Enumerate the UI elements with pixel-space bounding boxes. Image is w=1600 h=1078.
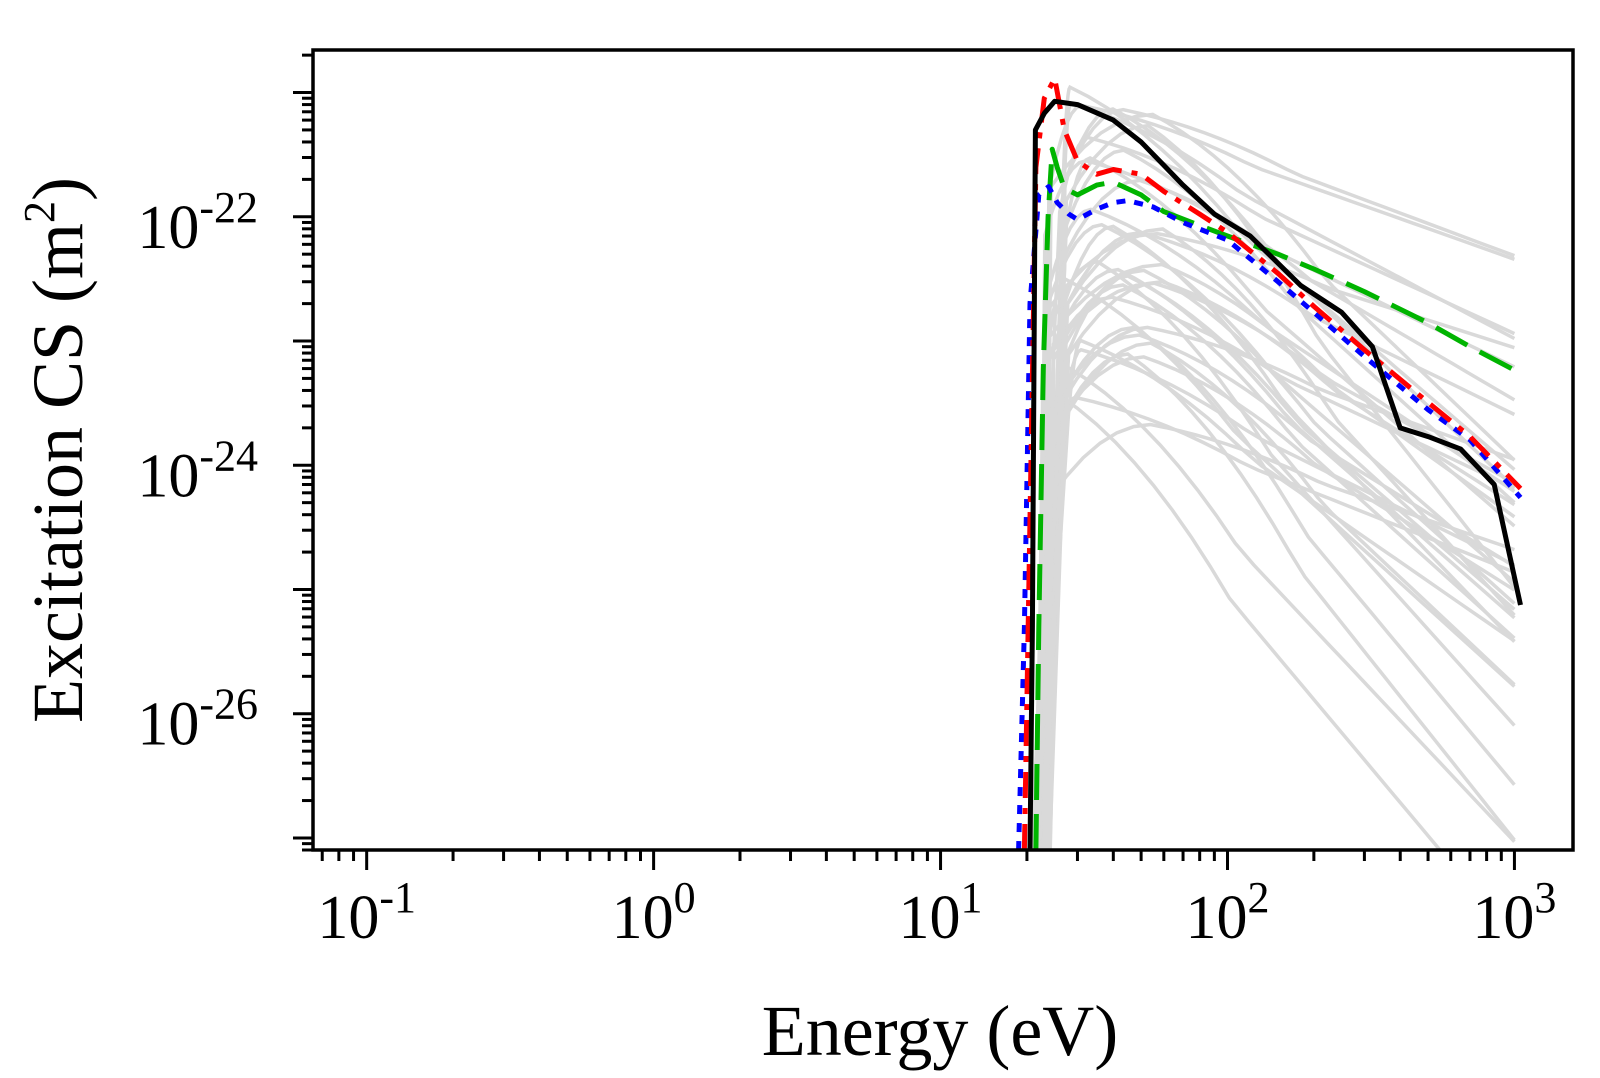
background-curve bbox=[1041, 268, 1516, 850]
y-axis-ticks bbox=[293, 53, 313, 852]
y-axis-title-sup: 2 bbox=[15, 201, 64, 223]
background-curve bbox=[1041, 84, 1516, 850]
x-axis-tick-labels: 10-1 100 101 102 103 bbox=[317, 873, 1556, 952]
background-curve bbox=[1041, 274, 1516, 850]
background-curve bbox=[1030, 135, 1516, 850]
background-curve bbox=[1043, 103, 1515, 850]
background-curve bbox=[1047, 267, 1516, 850]
background-curve bbox=[1039, 123, 1516, 850]
x-axis-ticks bbox=[320, 850, 1516, 870]
x-axis-title: Energy (eV) bbox=[762, 991, 1119, 1071]
background-curve bbox=[1038, 148, 1516, 850]
background-curve bbox=[1034, 112, 1516, 850]
background-curve bbox=[1035, 224, 1516, 850]
background-curve bbox=[1043, 230, 1516, 850]
series-green-dashed bbox=[1033, 146, 1522, 850]
series-red-dashdot bbox=[1021, 75, 1523, 850]
y-axis-tick-labels: 10-22 10-24 10-26 bbox=[137, 183, 258, 759]
background-curve bbox=[1047, 341, 1516, 850]
plot-frame bbox=[311, 48, 1575, 852]
background-curve bbox=[1038, 338, 1516, 850]
background-curves bbox=[1030, 84, 1516, 850]
highlighted-series bbox=[1016, 75, 1523, 850]
background-curve bbox=[1043, 222, 1516, 850]
y-axis-title-close: ) bbox=[18, 177, 98, 201]
background-curve bbox=[1044, 333, 1516, 850]
x-tick-label: 101 bbox=[899, 873, 983, 952]
series-black-solid bbox=[1027, 98, 1523, 850]
background-curve bbox=[1040, 156, 1516, 850]
x-tick-label: 100 bbox=[612, 873, 696, 952]
y-axis-title: Excitation CS (m2) bbox=[15, 177, 98, 723]
x-tick-label: 102 bbox=[1185, 873, 1269, 952]
y-tick-label: 10-26 bbox=[137, 680, 258, 759]
y-tick-label: 10-22 bbox=[137, 183, 258, 262]
series-blue-dotted bbox=[1016, 184, 1523, 850]
y-axis-title-text: Excitation CS (m bbox=[18, 223, 98, 723]
x-tick-label: 103 bbox=[1472, 873, 1556, 952]
background-curve bbox=[1034, 325, 1516, 850]
x-tick-label: 10-1 bbox=[317, 873, 416, 952]
background-curve bbox=[1041, 276, 1516, 850]
background-curve bbox=[1041, 227, 1516, 850]
y-tick-label: 10-24 bbox=[137, 431, 258, 510]
background-curve bbox=[1039, 347, 1516, 850]
